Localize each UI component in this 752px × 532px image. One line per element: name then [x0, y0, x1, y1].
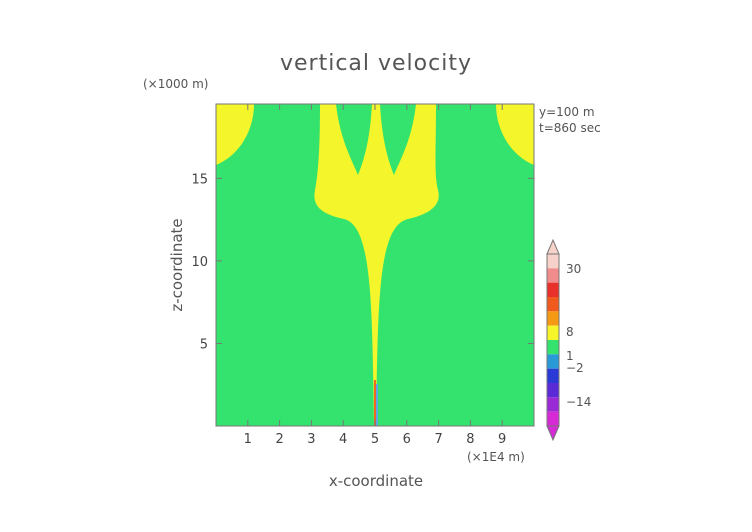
- annotation-y: y=100 m: [539, 105, 595, 119]
- core-high-strip: [374, 380, 376, 426]
- chart-title: vertical velocity: [280, 51, 472, 76]
- core-low-strip: [376, 384, 378, 426]
- annotation-t: t=860 sec: [539, 121, 601, 135]
- plot-area: [215, 103, 535, 427]
- colorbar-segment: [547, 383, 559, 398]
- colorbar-segment: [547, 297, 559, 312]
- colorbar-segment: [547, 282, 559, 297]
- y-units-label: (×1000 m): [143, 77, 208, 91]
- colorbar-segment: [547, 354, 559, 369]
- y-tick-label: 5: [200, 337, 208, 352]
- colorbar-segment: [547, 325, 559, 340]
- y-axis: 5 10 15: [191, 172, 534, 352]
- x-axis-label: x-coordinate: [329, 472, 423, 490]
- colorbar-frame: [546, 253, 560, 427]
- updraft-region: [314, 104, 439, 426]
- colorbar-segment: [547, 368, 559, 383]
- upper-notch-left: [336, 104, 372, 175]
- upper-notch-right: [380, 104, 416, 175]
- y-tick-label: 10: [191, 255, 208, 270]
- colorbar-label: 8: [566, 325, 574, 339]
- x-tick-label: 3: [307, 432, 315, 447]
- x-tick-label: 1: [244, 432, 252, 447]
- colorbar-segment: [547, 411, 559, 426]
- x-tick-label: 6: [403, 432, 411, 447]
- x-axis: 1 2 3 4 5 6 7 8 9: [244, 104, 506, 447]
- x-tick-label: 5: [371, 432, 379, 447]
- colorbar-label: −14: [566, 395, 591, 409]
- x-tick-label: 9: [498, 432, 506, 447]
- y-tick-label: 15: [191, 172, 208, 187]
- upper-right-region: [496, 104, 534, 165]
- colorbar-segment: [547, 340, 559, 355]
- colorbar-label: −2: [566, 361, 584, 375]
- colorbar-label: 1: [566, 349, 574, 363]
- x-tick-label: 8: [466, 432, 474, 447]
- colorbar-min-arrow: [546, 425, 560, 442]
- colorbar: 30 8 1−2 −14: [546, 238, 591, 442]
- colorbar-max-arrow: [546, 238, 560, 255]
- x-units-label: (×1E4 m): [467, 450, 525, 464]
- y-axis-label: z-coordinate: [168, 218, 186, 311]
- colorbar-segment: [547, 397, 559, 412]
- x-tick-label: 7: [434, 432, 442, 447]
- upper-left-region: [216, 104, 254, 165]
- colorbar-segment: [547, 254, 559, 269]
- colorbar-segment: [547, 311, 559, 326]
- x-tick-label: 4: [339, 432, 347, 447]
- x-tick-label: 2: [275, 432, 283, 447]
- colorbar-segment: [547, 268, 559, 283]
- colorbar-label: 30: [566, 262, 581, 276]
